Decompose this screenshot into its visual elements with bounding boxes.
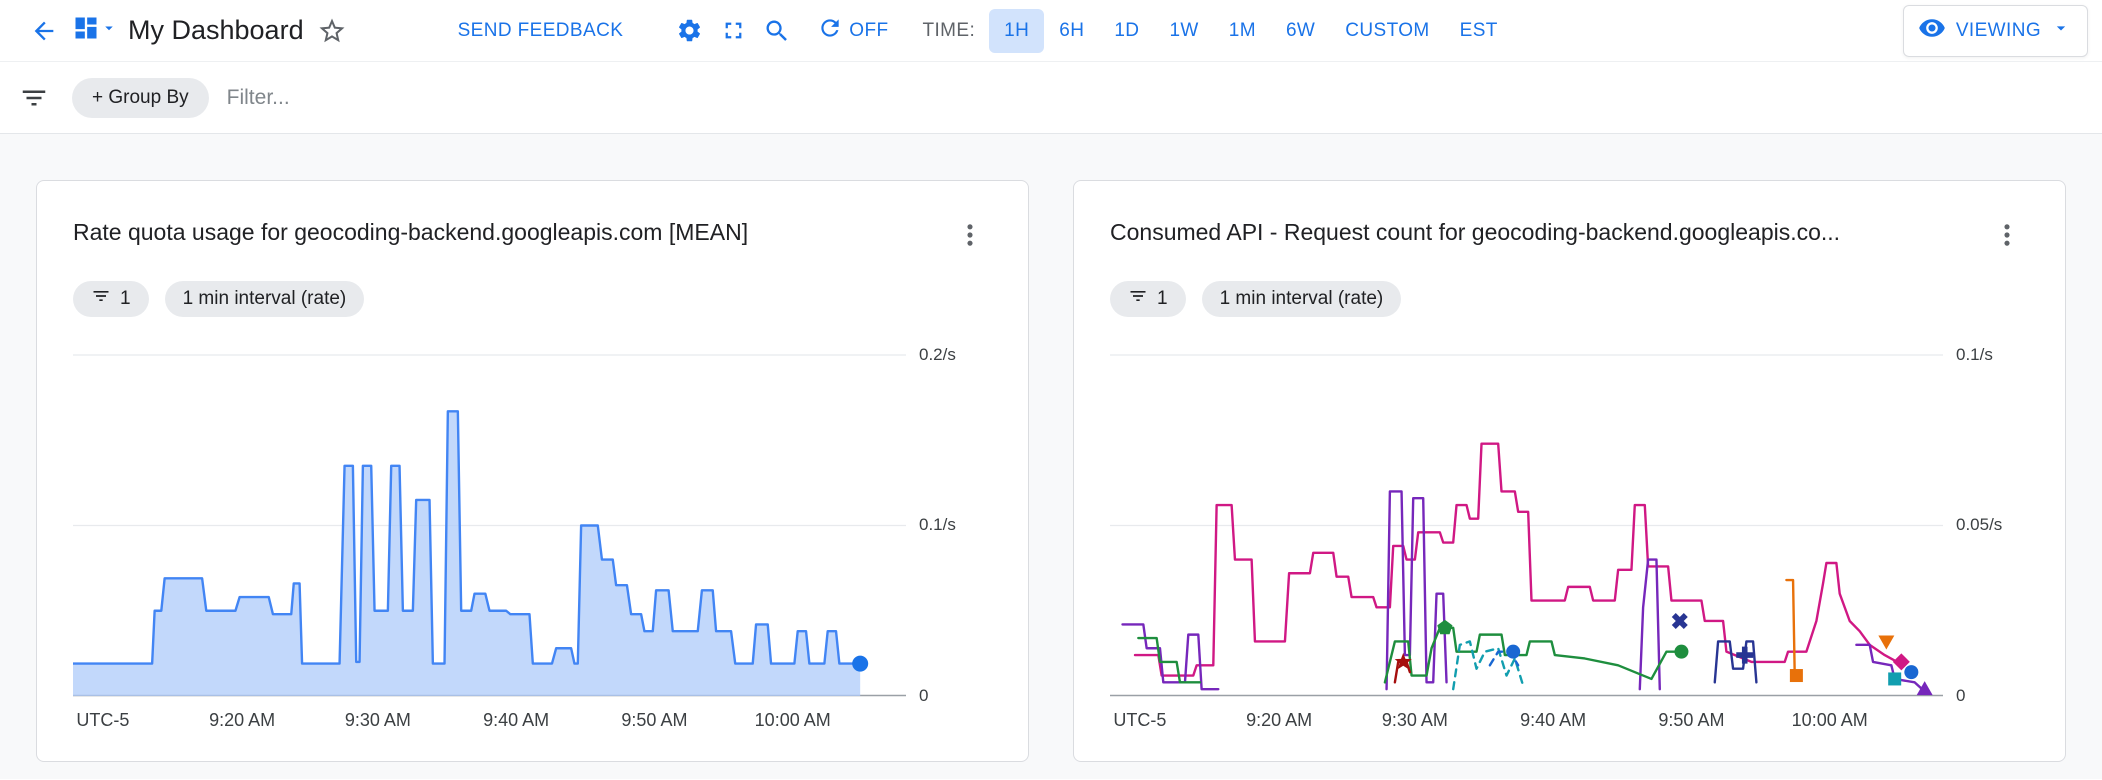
- time-range-6w[interactable]: 6W: [1285, 19, 1316, 41]
- time-label: TIME:: [922, 19, 976, 41]
- zoom-time-button[interactable]: [755, 9, 799, 53]
- y-axis-label: 0.1/s: [919, 515, 956, 534]
- x-axis-label: UTC-5: [1113, 710, 1167, 730]
- auto-refresh-button[interactable]: OFF: [817, 15, 888, 47]
- time-range-1d[interactable]: 1D: [1114, 19, 1140, 41]
- dashboard-content: Rate quota usage for geocoding-backend.g…: [0, 134, 2102, 779]
- y-axis-label: 0.2/s: [919, 345, 956, 364]
- x-axis: UTC-5 9:20 AM 9:30 AM 9:40 AM 9:50 AM 10:00 A…: [1110, 697, 1943, 737]
- auto-refresh-state: OFF: [849, 19, 889, 41]
- time-range-selector: 1H 6H 1D 1W 1M 6W CUSTOM EST: [989, 8, 1513, 53]
- timezone-est[interactable]: EST: [1459, 19, 1498, 41]
- plus-marker: [1736, 646, 1754, 664]
- chart-title: Rate quota usage for geocoding-backend.g…: [73, 219, 749, 245]
- chart-plot[interactable]: [73, 349, 906, 697]
- filter-list-icon[interactable]: [12, 76, 56, 120]
- time-range-6h[interactable]: 6H: [1059, 19, 1085, 41]
- x-axis-label: UTC-5: [76, 710, 130, 730]
- filter-count-chip[interactable]: 1: [1110, 281, 1186, 317]
- x-axis-label: 10:00 AM: [754, 710, 831, 730]
- triangle-down-marker: [1878, 635, 1895, 650]
- page-title: My Dashboard: [128, 15, 304, 45]
- chevron-down-icon: [100, 19, 118, 42]
- chart-card-rate-quota: Rate quota usage for geocoding-backend.g…: [36, 180, 1029, 762]
- y-axis-label: 0.1/s: [1956, 345, 1993, 364]
- interval-chip-label: 1 min interval (rate): [182, 288, 347, 309]
- more-options-button[interactable]: [1985, 213, 2029, 257]
- more-options-button[interactable]: [948, 213, 992, 257]
- pentagon-marker: [1437, 619, 1453, 635]
- x-axis-label: 10:00 AM: [1791, 710, 1868, 730]
- y-axis: 0.1/s 0.05/s 0: [1943, 345, 2029, 705]
- star-marker: [1394, 652, 1412, 670]
- topbar: My Dashboard SEND FEEDBACK OFF TIME: 1H …: [0, 0, 2102, 62]
- y-axis-label: 0.05/s: [1956, 515, 2003, 534]
- time-range-custom[interactable]: CUSTOM: [1345, 19, 1430, 41]
- y-axis-label: 0: [919, 686, 929, 705]
- chart: 0.2/s 0.1/s 0: [73, 345, 992, 705]
- x-axis-label: 9:50 AM: [1658, 710, 1725, 730]
- time-range-1m[interactable]: 1M: [1228, 19, 1256, 41]
- refresh-icon: [817, 15, 843, 47]
- x-axis: UTC-5 9:20 AM 9:30 AM 9:40 AM 9:50 AM 10:00 A…: [73, 697, 906, 737]
- y-axis: 0.2/s 0.1/s 0: [906, 345, 992, 705]
- viewing-label: VIEWING: [1955, 19, 2041, 41]
- filterbar: + Group By: [0, 62, 2102, 134]
- group-by-chip[interactable]: + Group By: [72, 77, 209, 118]
- viewing-button[interactable]: VIEWING: [1902, 4, 2088, 57]
- x-axis-label: 9:30 AM: [1381, 710, 1448, 730]
- y-axis-label: 0: [1956, 686, 1966, 705]
- filter-funnel-icon: [1128, 286, 1148, 312]
- send-feedback-link[interactable]: SEND FEEDBACK: [457, 19, 624, 41]
- chart-plot[interactable]: [1110, 349, 1943, 697]
- filter-funnel-icon: [91, 286, 111, 312]
- square-marker: [1888, 672, 1902, 686]
- time-range-1h[interactable]: 1H: [989, 8, 1045, 53]
- x-marker: [1671, 612, 1688, 629]
- interval-chip[interactable]: 1 min interval (rate): [164, 281, 365, 317]
- time-range-1w[interactable]: 1W: [1169, 19, 1199, 41]
- eye-icon: [1918, 14, 1946, 48]
- diamond-marker: [1892, 653, 1910, 671]
- dashboard-grid-icon: [72, 14, 100, 47]
- interval-chip-label: 1 min interval (rate): [1219, 288, 1384, 309]
- x-axis-label: 9:20 AM: [209, 710, 276, 730]
- x-axis-label: 9:40 AM: [1520, 710, 1587, 730]
- dashboards-menu-button[interactable]: [66, 9, 124, 53]
- filter-count: 1: [120, 288, 131, 309]
- x-axis-label: 9:30 AM: [344, 710, 411, 730]
- filter-input[interactable]: [224, 84, 2076, 111]
- chevron-down-icon: [2051, 18, 2071, 44]
- x-axis-label: 9:40 AM: [483, 710, 550, 730]
- circle-marker: [1674, 644, 1689, 659]
- interval-chip[interactable]: 1 min interval (rate): [1201, 281, 1402, 317]
- settings-gear-button[interactable]: [667, 9, 711, 53]
- chart: 0.1/s 0.05/s 0: [1110, 345, 2029, 705]
- chart-title: Consumed API - Request count for geocodi…: [1110, 219, 1841, 245]
- triangle-up-marker: [1916, 681, 1933, 696]
- filter-count-chip[interactable]: 1: [73, 281, 149, 317]
- fullscreen-button[interactable]: [711, 9, 755, 53]
- filter-count: 1: [1157, 288, 1168, 309]
- circle-marker: [1904, 665, 1919, 680]
- chart-card-consumed-api: Consumed API - Request count for geocodi…: [1073, 180, 2066, 762]
- x-axis-label: 9:50 AM: [621, 710, 688, 730]
- star-button[interactable]: [310, 9, 354, 53]
- pin-marker: [1506, 644, 1521, 659]
- back-button[interactable]: [22, 9, 66, 53]
- x-axis-label: 9:20 AM: [1246, 710, 1313, 730]
- square-marker: [1789, 669, 1803, 683]
